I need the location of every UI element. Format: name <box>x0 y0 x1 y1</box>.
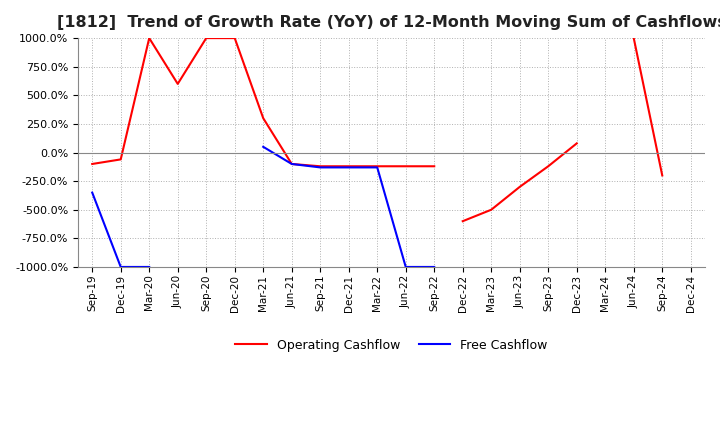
Operating Cashflow <box>344 164 353 169</box>
Operating Cashflow <box>117 157 125 162</box>
Line: Free Cashflow: Free Cashflow <box>92 193 149 267</box>
Operating Cashflow <box>402 164 410 169</box>
Free Cashflow <box>117 264 125 270</box>
Operating Cashflow <box>88 161 96 167</box>
Operating Cashflow <box>373 164 382 169</box>
Operating Cashflow <box>287 161 296 167</box>
Operating Cashflow <box>230 36 239 41</box>
Operating Cashflow <box>145 36 153 41</box>
Free Cashflow <box>145 264 153 270</box>
Operating Cashflow <box>430 164 438 169</box>
Operating Cashflow <box>174 81 182 87</box>
Line: Operating Cashflow: Operating Cashflow <box>92 38 434 166</box>
Legend: Operating Cashflow, Free Cashflow: Operating Cashflow, Free Cashflow <box>230 334 552 357</box>
Operating Cashflow <box>202 36 210 41</box>
Title: [1812]  Trend of Growth Rate (YoY) of 12-Month Moving Sum of Cashflows: [1812] Trend of Growth Rate (YoY) of 12-… <box>57 15 720 30</box>
Operating Cashflow <box>316 164 325 169</box>
Free Cashflow <box>88 190 96 195</box>
Operating Cashflow <box>259 116 268 121</box>
